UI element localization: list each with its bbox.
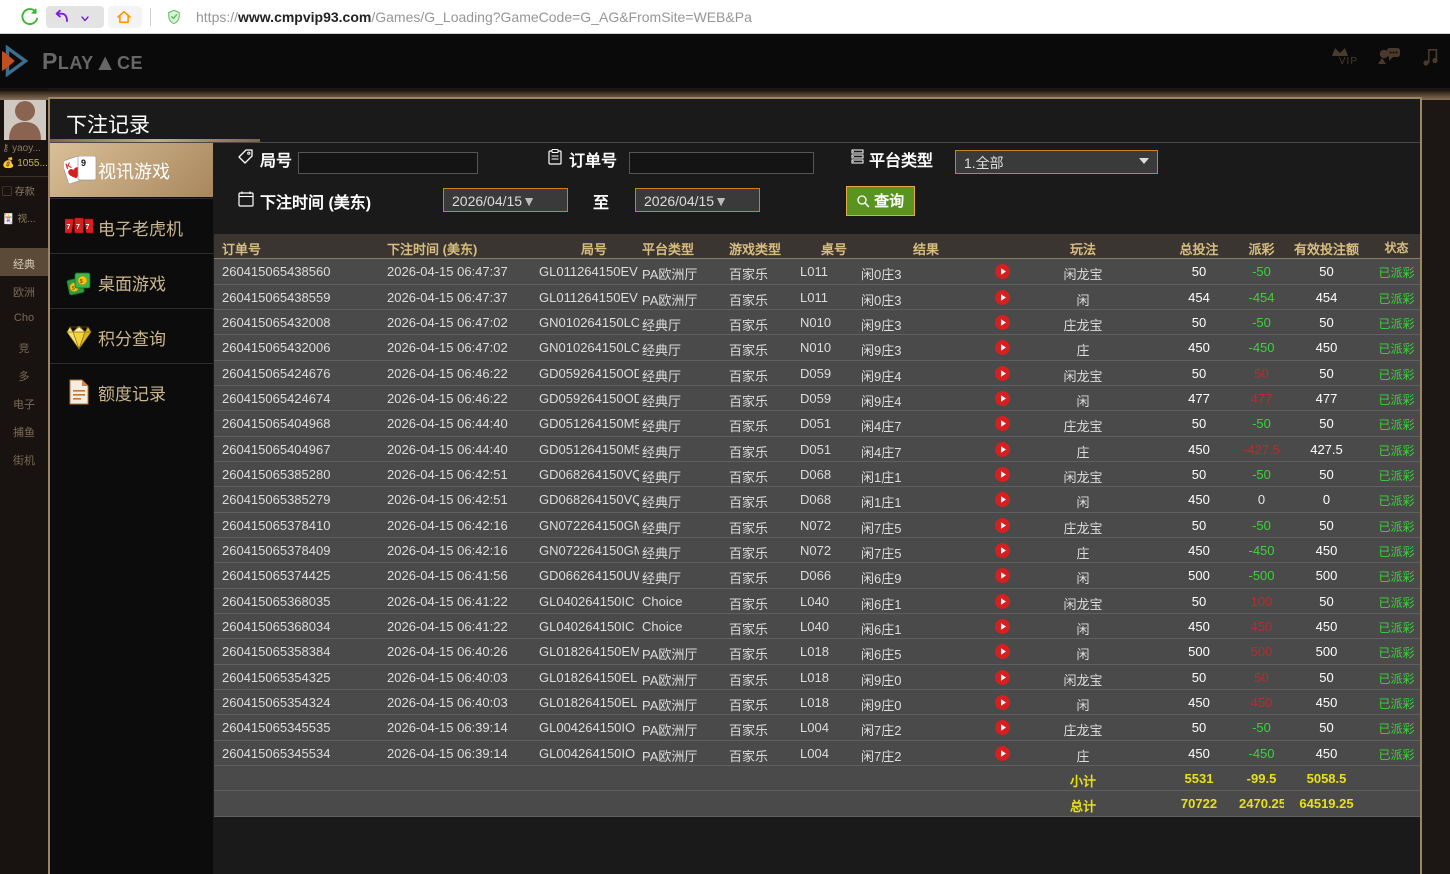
svg-text:$: $ bbox=[80, 279, 83, 285]
svg-text:9: 9 bbox=[81, 158, 86, 168]
svg-text:7: 7 bbox=[76, 224, 80, 231]
svg-text:7: 7 bbox=[86, 224, 90, 231]
svg-text:7: 7 bbox=[67, 224, 71, 231]
